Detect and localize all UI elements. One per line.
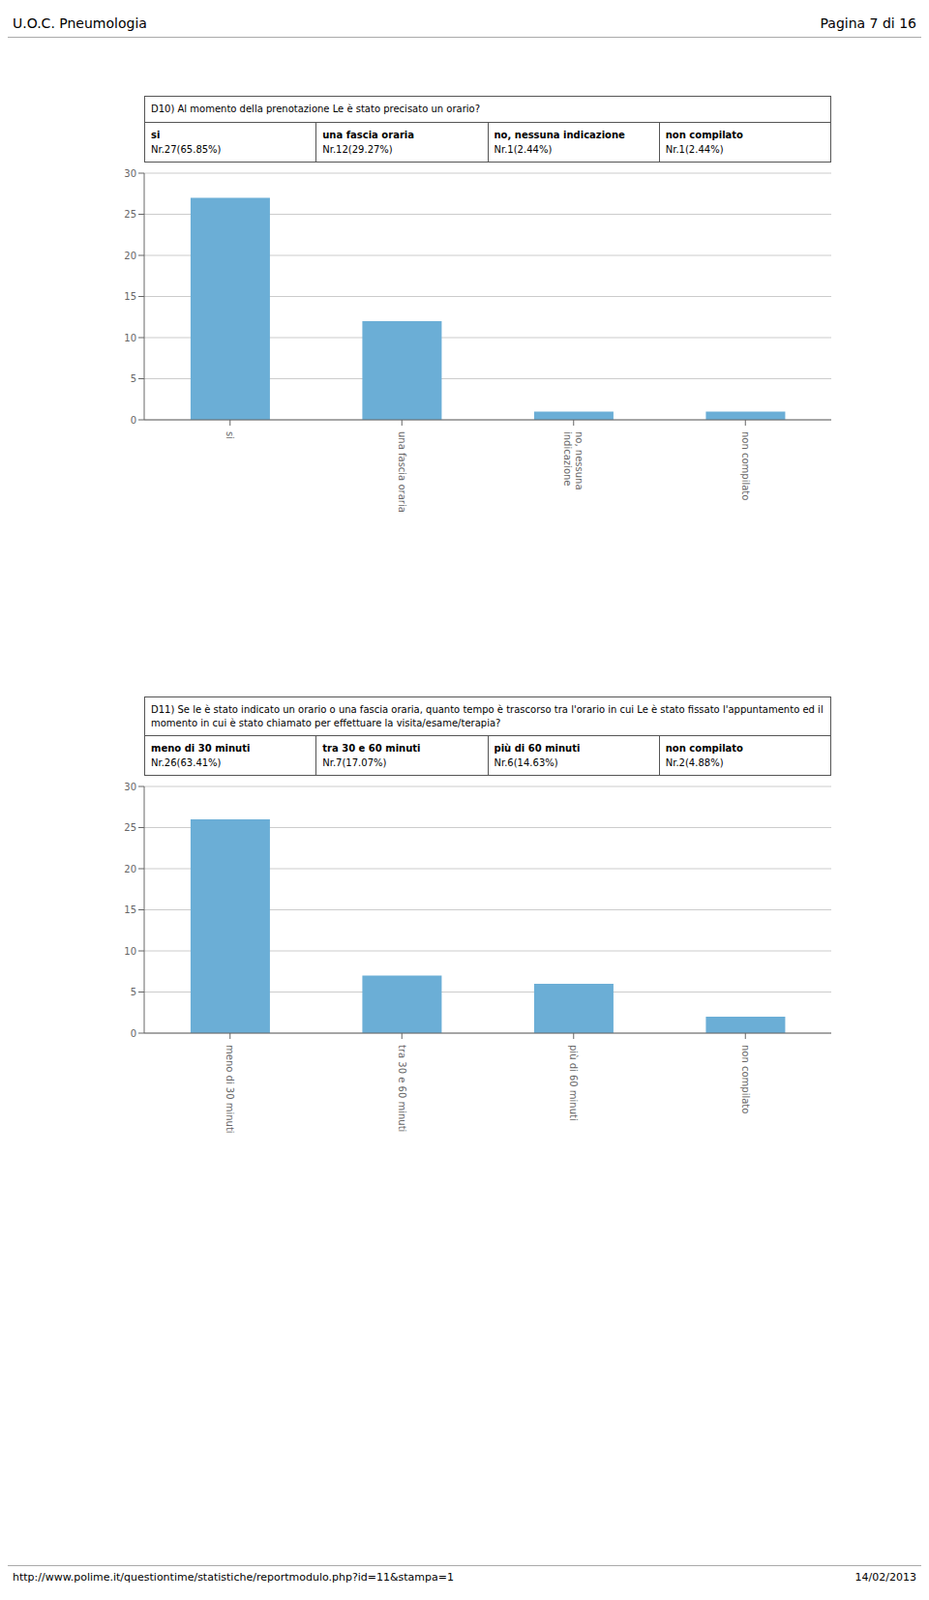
svg-text:10: 10 bbox=[123, 946, 137, 958]
svg-text:15: 15 bbox=[123, 904, 137, 916]
html-text:Nr.7(17.07%): Nr.7(17.07%) bbox=[322, 757, 387, 769]
html-text:si: si bbox=[150, 129, 161, 140]
svg-text:20: 20 bbox=[123, 864, 137, 875]
svg-text:no, nessunaindicazione: no, nessunaindicazione bbox=[562, 431, 585, 491]
svg-text:una fascia oraria: una fascia oraria bbox=[396, 431, 408, 513]
html-text:non compilato: non compilato bbox=[665, 129, 744, 140]
svg-text:5: 5 bbox=[130, 373, 137, 385]
html-text:tra 30 e 60 minuti: tra 30 e 60 minuti bbox=[322, 743, 421, 754]
html-text:Nr.1(2.44%): Nr.1(2.44%) bbox=[494, 143, 552, 155]
html-text:D11) Se le è stato indicato un: D11) Se le è stato indicato un orario o … bbox=[150, 704, 824, 729]
svg-text:5: 5 bbox=[130, 987, 137, 998]
html-text:http://www.polime.it/questiont: http://www.polime.it/questiontime/statis… bbox=[12, 1571, 454, 1585]
svg-text:30: 30 bbox=[123, 781, 137, 793]
html-text:una fascia oraria: una fascia oraria bbox=[322, 129, 415, 140]
svg-text:25: 25 bbox=[123, 209, 137, 220]
html-text:Nr.26(63.41%): Nr.26(63.41%) bbox=[150, 757, 222, 769]
html-text:non compilato: non compilato bbox=[665, 743, 744, 754]
html-text:Nr.1(2.44%): Nr.1(2.44%) bbox=[665, 143, 724, 155]
svg-text:30: 30 bbox=[123, 168, 137, 180]
svg-text:10: 10 bbox=[123, 331, 137, 343]
html-text:più di 60 minuti: più di 60 minuti bbox=[494, 743, 581, 754]
svg-text:tra 30 e 60 minuti: tra 30 e 60 minuti bbox=[396, 1045, 408, 1133]
svg-text:25: 25 bbox=[123, 822, 137, 834]
html-text:Nr.12(29.27%): Nr.12(29.27%) bbox=[322, 143, 393, 155]
svg-text:20: 20 bbox=[123, 249, 137, 261]
html-text:Nr.27(65.85%): Nr.27(65.85%) bbox=[150, 143, 222, 155]
html-text:Pagina 7 di 16: Pagina 7 di 16 bbox=[820, 15, 917, 31]
svg-text:non compilato: non compilato bbox=[740, 431, 751, 501]
html-text:U.O.C. Pneumologia: U.O.C. Pneumologia bbox=[12, 15, 147, 31]
html-text:no, nessuna indicazione: no, nessuna indicazione bbox=[494, 129, 626, 140]
html-text:meno di 30 minuti: meno di 30 minuti bbox=[150, 743, 251, 754]
svg-text:0: 0 bbox=[130, 414, 137, 425]
svg-text:0: 0 bbox=[130, 1028, 137, 1040]
svg-text:15: 15 bbox=[123, 291, 137, 302]
html-text:D10) Al momento della prenotaz: D10) Al momento della prenotazione Le è … bbox=[150, 103, 480, 115]
svg-text:più di 60 minuti: più di 60 minuti bbox=[568, 1045, 579, 1122]
html-text:Nr.6(14.63%): Nr.6(14.63%) bbox=[494, 757, 559, 769]
svg-text:non compilato: non compilato bbox=[740, 1045, 751, 1114]
svg-text:si: si bbox=[224, 431, 236, 440]
html-text:Nr.2(4.88%): Nr.2(4.88%) bbox=[665, 757, 724, 769]
html-text:14/02/2013: 14/02/2013 bbox=[855, 1571, 917, 1585]
svg-text:meno di 30 minuti: meno di 30 minuti bbox=[224, 1045, 236, 1135]
